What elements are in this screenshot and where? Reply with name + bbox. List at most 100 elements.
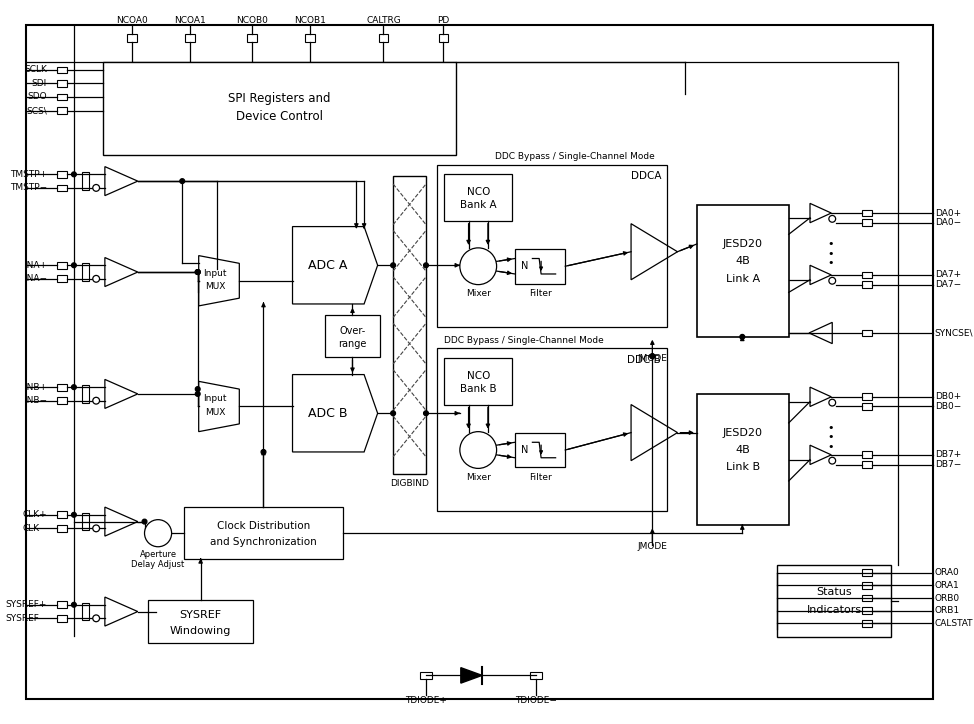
Text: •: • bbox=[827, 248, 834, 258]
Text: INA−: INA− bbox=[23, 274, 47, 283]
Text: Filter: Filter bbox=[529, 289, 551, 298]
Bar bbox=[862, 452, 872, 458]
Bar bbox=[57, 93, 67, 101]
Text: ADC A: ADC A bbox=[308, 258, 347, 272]
Text: ORB1: ORB1 bbox=[935, 606, 960, 615]
Text: MUX: MUX bbox=[205, 408, 225, 417]
Circle shape bbox=[93, 615, 99, 622]
Text: NCOB1: NCOB1 bbox=[294, 16, 326, 25]
Circle shape bbox=[196, 269, 200, 274]
Bar bbox=[862, 594, 872, 602]
Bar bbox=[57, 107, 67, 114]
Circle shape bbox=[829, 458, 836, 464]
Text: DDC Bypass / Single-Channel Mode: DDC Bypass / Single-Channel Mode bbox=[495, 153, 655, 161]
Text: NCO: NCO bbox=[467, 371, 490, 381]
Text: ORB0: ORB0 bbox=[935, 594, 960, 602]
Bar bbox=[515, 249, 565, 284]
Text: Windowing: Windowing bbox=[169, 626, 231, 636]
Text: MUX: MUX bbox=[205, 282, 225, 291]
Text: SCLK: SCLK bbox=[24, 65, 47, 75]
Bar bbox=[57, 171, 67, 177]
Bar bbox=[57, 615, 67, 622]
Text: •: • bbox=[827, 442, 834, 452]
Text: TDIODE+: TDIODE+ bbox=[405, 696, 447, 705]
Bar bbox=[862, 570, 872, 576]
Bar bbox=[184, 507, 343, 560]
Circle shape bbox=[71, 513, 76, 517]
Bar bbox=[862, 461, 872, 468]
Text: DB0−: DB0− bbox=[935, 402, 961, 411]
Circle shape bbox=[93, 185, 99, 191]
Text: Over-: Over- bbox=[339, 326, 365, 336]
Text: JESD20: JESD20 bbox=[723, 239, 763, 249]
Text: Aperture: Aperture bbox=[139, 550, 176, 559]
Text: 4B: 4B bbox=[735, 445, 750, 455]
Text: Mixer: Mixer bbox=[466, 289, 491, 298]
Text: NCO: NCO bbox=[467, 187, 490, 197]
Text: •: • bbox=[827, 432, 834, 442]
Circle shape bbox=[391, 411, 395, 416]
Text: JESD20: JESD20 bbox=[723, 428, 763, 437]
Circle shape bbox=[196, 269, 200, 274]
Bar bbox=[515, 433, 565, 468]
Text: N: N bbox=[521, 261, 528, 272]
Text: JMODE: JMODE bbox=[637, 353, 667, 363]
Circle shape bbox=[93, 397, 99, 404]
Text: Clock Distribution: Clock Distribution bbox=[217, 521, 310, 531]
Text: DA7+: DA7+ bbox=[935, 271, 961, 279]
Circle shape bbox=[196, 392, 200, 396]
Circle shape bbox=[144, 520, 171, 547]
Circle shape bbox=[180, 179, 185, 184]
Text: •: • bbox=[827, 258, 834, 269]
Bar bbox=[696, 394, 789, 526]
Text: Bank B: Bank B bbox=[460, 384, 497, 394]
Text: ORA0: ORA0 bbox=[935, 568, 959, 577]
Text: Delay Adjust: Delay Adjust bbox=[131, 560, 185, 568]
Text: Input: Input bbox=[204, 395, 227, 403]
Text: DDC B: DDC B bbox=[627, 355, 661, 365]
Bar bbox=[82, 264, 90, 281]
Text: and Synchronization: and Synchronization bbox=[210, 537, 317, 547]
Bar bbox=[436, 348, 667, 511]
Circle shape bbox=[424, 411, 429, 416]
Circle shape bbox=[650, 354, 655, 358]
Text: SYSREF: SYSREF bbox=[179, 610, 222, 620]
Text: Indicators: Indicators bbox=[806, 605, 862, 615]
Circle shape bbox=[93, 275, 99, 282]
Text: PD: PD bbox=[437, 16, 450, 25]
Bar bbox=[185, 34, 195, 42]
Text: DA0−: DA0− bbox=[935, 218, 961, 227]
Text: DDCA: DDCA bbox=[630, 172, 661, 181]
Text: SPI Registers and: SPI Registers and bbox=[228, 93, 331, 106]
Text: TDIODE−: TDIODE− bbox=[515, 696, 557, 705]
Text: INB+: INB+ bbox=[23, 383, 47, 392]
Text: range: range bbox=[338, 339, 366, 349]
Text: Filter: Filter bbox=[529, 473, 551, 481]
Bar bbox=[103, 62, 456, 155]
Text: NCOB0: NCOB0 bbox=[236, 16, 268, 25]
Text: DA7−: DA7− bbox=[935, 280, 961, 289]
Circle shape bbox=[650, 354, 655, 358]
Bar bbox=[305, 34, 315, 42]
Bar bbox=[862, 403, 872, 410]
Text: SCS\: SCS\ bbox=[26, 106, 47, 115]
Text: JMODE: JMODE bbox=[637, 542, 667, 551]
Bar bbox=[247, 34, 257, 42]
Circle shape bbox=[71, 172, 76, 177]
Bar bbox=[862, 281, 872, 288]
Text: Mixer: Mixer bbox=[466, 473, 491, 481]
Text: TMSTP−: TMSTP− bbox=[10, 183, 47, 193]
Text: 4B: 4B bbox=[735, 256, 750, 266]
Text: DDC Bypass / Single-Channel Mode: DDC Bypass / Single-Channel Mode bbox=[444, 336, 604, 345]
Text: INB−: INB− bbox=[23, 396, 47, 405]
Bar bbox=[57, 511, 67, 518]
Circle shape bbox=[829, 216, 836, 222]
Text: INA+: INA+ bbox=[23, 261, 47, 270]
Text: SYSREF+: SYSREF+ bbox=[6, 600, 47, 610]
Bar bbox=[148, 600, 253, 642]
Bar bbox=[862, 272, 872, 278]
Circle shape bbox=[391, 263, 395, 268]
Text: •: • bbox=[827, 239, 834, 249]
Circle shape bbox=[424, 263, 429, 268]
Text: •: • bbox=[827, 423, 834, 433]
